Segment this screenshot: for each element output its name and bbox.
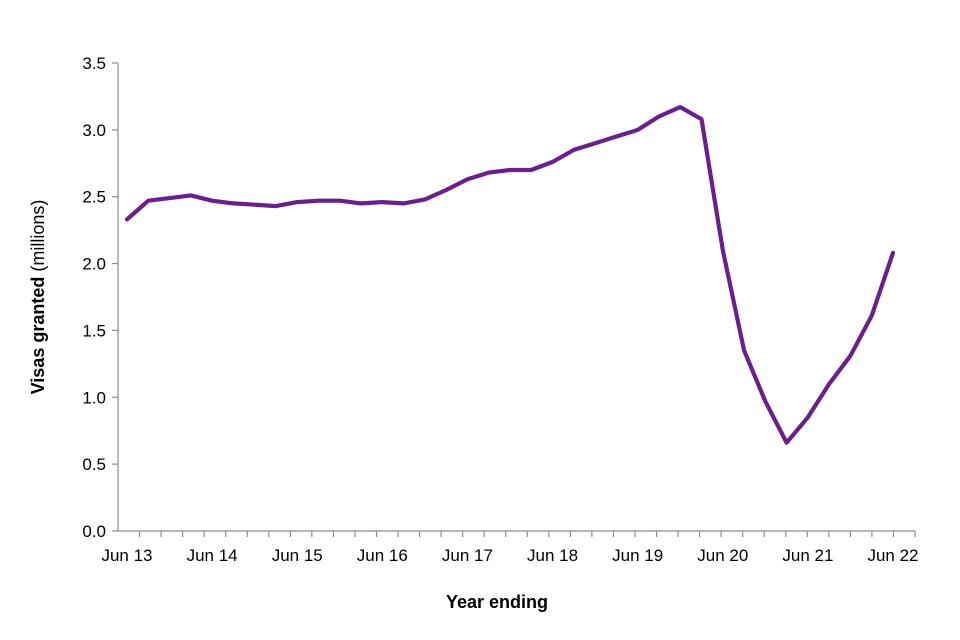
y-tick-label: 3.0 xyxy=(82,121,106,140)
x-tick-label: Jun 18 xyxy=(527,546,578,565)
y-tick-label: 3.5 xyxy=(82,54,106,73)
y-tick-label: 1.0 xyxy=(82,388,106,407)
x-tick-label: Jun 14 xyxy=(187,546,238,565)
x-tick-label: Jun 22 xyxy=(867,546,918,565)
x-tick-label: Jun 19 xyxy=(612,546,663,565)
y-tick-label: 1.5 xyxy=(82,321,106,340)
x-axis-ticks: Jun 13 Jun 14 Jun 15 Jun 16 Jun 17 Jun 18 Jun … xyxy=(101,531,919,565)
y-tick-label: 0.0 xyxy=(82,522,106,541)
x-tick-label: Jun 17 xyxy=(442,546,493,565)
x-tick-label: Jun 13 xyxy=(101,546,152,565)
x-tick-label: Jun 16 xyxy=(357,546,408,565)
x-tick-label: Jun 15 xyxy=(272,546,323,565)
series-line xyxy=(124,104,896,445)
y-axis-title: Visas granted (millions) xyxy=(28,200,48,395)
x-tick-label: Jun 20 xyxy=(697,546,748,565)
x-tick-label: Jun 21 xyxy=(782,546,833,565)
y-tick-label: 2.5 xyxy=(82,188,106,207)
x-axis-title: Year ending xyxy=(446,592,548,612)
y-tick-label: 0.5 xyxy=(82,455,106,474)
y-tick-label: 2.0 xyxy=(82,255,106,274)
y-axis-ticks: 0.0 0.5 1.0 1.5 2.0 2.5 3.0 3.5 xyxy=(82,54,118,541)
